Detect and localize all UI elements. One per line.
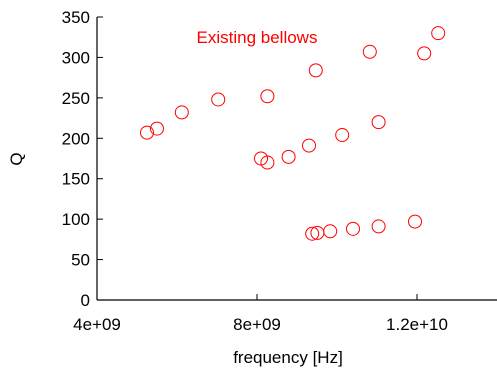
ticks-layer bbox=[96, 16, 418, 301]
x-axis-title: frequency [Hz] bbox=[233, 348, 343, 367]
y-tick-label-0: 0 bbox=[81, 291, 90, 310]
data-point bbox=[260, 155, 275, 170]
points-layer bbox=[140, 26, 446, 241]
y-tick-label-50: 50 bbox=[71, 251, 90, 270]
x-tick-label-2: 1.2e+10 bbox=[386, 315, 448, 334]
y-tick-label-100: 100 bbox=[62, 210, 90, 229]
data-point bbox=[174, 105, 189, 120]
data-point bbox=[335, 128, 350, 143]
data-point bbox=[417, 46, 432, 61]
y-tick-label-350: 350 bbox=[62, 8, 90, 27]
y-tick-label-200: 200 bbox=[62, 129, 90, 148]
data-point bbox=[371, 219, 386, 234]
data-point bbox=[346, 221, 360, 236]
data-point bbox=[211, 92, 226, 107]
data-point bbox=[281, 149, 296, 164]
x-tick-label-0: 4e+09 bbox=[73, 315, 121, 334]
x-tick-label-1: 8e+09 bbox=[233, 315, 281, 334]
data-point bbox=[260, 89, 275, 104]
data-point bbox=[323, 224, 338, 239]
data-point bbox=[305, 226, 320, 241]
data-point bbox=[362, 44, 377, 59]
data-point bbox=[371, 115, 386, 130]
data-point bbox=[431, 26, 446, 41]
y-axis-title: Q bbox=[7, 152, 26, 165]
data-point bbox=[302, 138, 316, 153]
data-point bbox=[140, 125, 154, 140]
data-point bbox=[408, 214, 422, 229]
y-tick-label-150: 150 bbox=[62, 170, 90, 189]
y-tick-label-300: 300 bbox=[62, 48, 90, 67]
labels-layer: 0 50 100 150 200 250 300 350 4e+09 8e+09 1.2e+10 bbox=[62, 8, 448, 334]
series-annotation-existing-bellows: Existing bellows bbox=[197, 28, 318, 47]
data-point bbox=[150, 121, 164, 136]
y-tick-label-250: 250 bbox=[62, 89, 90, 108]
data-point bbox=[308, 63, 323, 78]
